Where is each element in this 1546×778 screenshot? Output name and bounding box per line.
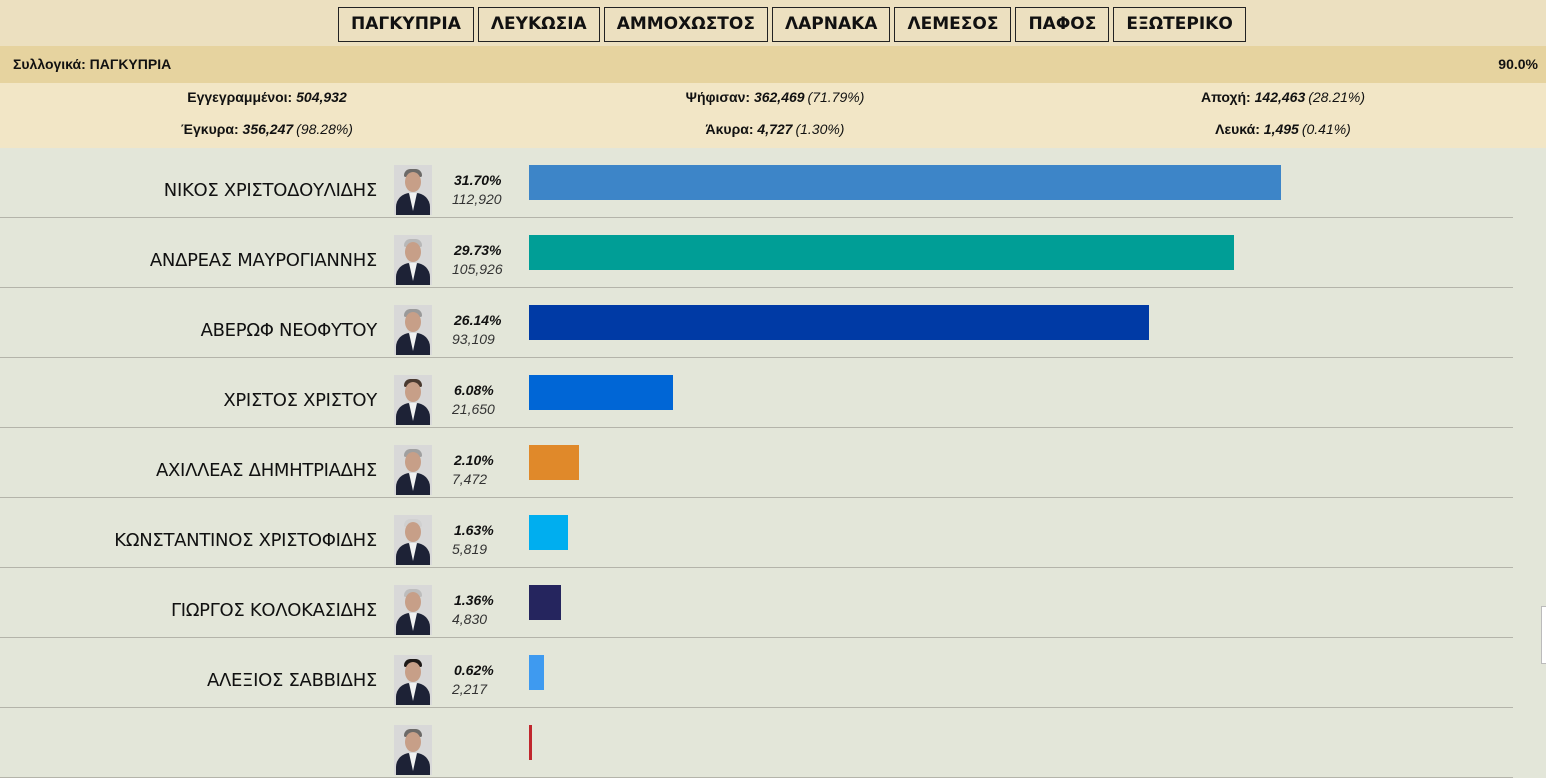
candidate-name: ΚΩΝΣΤΑΝΤΙΝΟΣ ΧΡΙΣΤΟΦΙΔΗΣ — [114, 530, 377, 551]
stat-registered-label: Εγγεγραμμένοι: — [187, 89, 293, 105]
candidate-results: ΝΙΚΟΣ ΧΡΙΣΤΟΔΟΥΛΙΔΗΣ 31.70% 112,920 ΑΝΔΡ… — [0, 148, 1513, 778]
stat-abstention: Αποχή: 142,463 (28.21%) — [1201, 89, 1365, 105]
candidate-votes: 105,926 — [452, 261, 503, 277]
candidate-votes: 2,217 — [452, 681, 488, 697]
stat-valid-pct: (98.28%) — [296, 121, 353, 137]
tab-paphos[interactable]: ΠΑΦΟΣ — [1015, 7, 1110, 42]
stat-abstention-value: 142,463 — [1254, 89, 1306, 105]
stat-invalid-label: Άκυρα: — [705, 121, 754, 137]
candidate-photo — [394, 655, 432, 705]
stat-voted: Ψήφισαν: 362,469 (71.79%) — [686, 89, 865, 105]
tab-famagusta[interactable]: ΑΜΜΟΧΩΣΤΟΣ — [603, 7, 768, 42]
candidate-votes: 5,819 — [452, 541, 488, 557]
scrollbar-handle[interactable] — [1541, 606, 1546, 664]
region-tabs-bar: ΠΑΓΚΥΠΡΙΑ ΛΕΥΚΩΣΙΑ ΑΜΜΟΧΩΣΤΟΣ ΛΑΡΝΑΚΑ ΛΕ… — [0, 0, 1546, 46]
candidate-name: ΑΝΔΡΕΑΣ ΜΑΥΡΟΓΙΑΝΝΗΣ — [149, 250, 377, 271]
candidate-row: ΑΝΔΡΕΑΣ ΜΑΥΡΟΓΙΑΝΝΗΣ 29.73% 105,926 — [0, 218, 1513, 288]
candidate-bar — [529, 305, 1150, 340]
stat-blank-pct: (0.41%) — [1301, 121, 1351, 137]
tab-nicosia[interactable]: ΛΕΥΚΩΣΙΑ — [477, 7, 600, 42]
candidate-votes: 7,472 — [452, 471, 488, 487]
stat-invalid-pct: (1.30%) — [795, 121, 845, 137]
stat-blank: Λευκά: 1,495 (0.41%) — [1215, 121, 1351, 137]
candidate-photo — [394, 305, 432, 355]
stat-invalid-value: 4,727 — [757, 121, 793, 137]
stat-voted-label: Ψήφισαν: — [685, 89, 751, 105]
candidate-bar — [529, 445, 579, 480]
stat-registered-value: 504,932 — [296, 89, 347, 105]
candidate-votes: 112,920 — [452, 191, 502, 207]
stat-valid-label: Έγκυρα: — [181, 121, 239, 137]
candidate-percentage: 1.36% — [454, 592, 494, 608]
candidate-photo — [394, 375, 432, 425]
candidate-name: ΝΙΚΟΣ ΧΡΙΣΤΟΔΟΥΛΙΔΗΣ — [163, 180, 378, 201]
candidate-name: ΧΡΙΣΤΟΣ ΧΡΙΣΤΟΥ — [223, 390, 377, 411]
turnout-stats: Εγγεγραμμένοι: 504,932 Ψήφισαν: 362,469(… — [0, 83, 1546, 148]
candidate-photo — [394, 585, 432, 635]
stat-registered: Εγγεγραμμένοι: 504,932 — [187, 89, 346, 105]
candidate-votes: 93,109 — [452, 331, 495, 347]
candidate-photo — [394, 235, 432, 285]
candidate-bar — [529, 165, 1281, 200]
candidate-percentage: 29.73% — [454, 242, 502, 258]
stat-abstention-pct: (28.21%) — [1308, 89, 1366, 105]
candidate-bar — [529, 725, 532, 760]
candidate-row: ΓΙΩΡΓΟΣ ΚΟΛΟΚΑΣΙΔΗΣ 1.36% 4,830 — [0, 568, 1513, 638]
candidate-bar — [529, 235, 1235, 270]
tab-pancyprian[interactable]: ΠΑΓΚΥΠΡΙΑ — [338, 7, 474, 42]
candidate-name: ΑΧΙΛΛΕΑΣ ΔΗΜΗΤΡΙΑΔΗΣ — [156, 460, 377, 481]
candidate-row — [0, 708, 1513, 778]
stat-voted-pct: (71.79%) — [807, 89, 865, 105]
stat-invalid: Άκυρα: 4,727 (1.30%) — [706, 121, 845, 137]
candidate-row: ΚΩΝΣΤΑΝΤΙΝΟΣ ΧΡΙΣΤΟΦΙΔΗΣ 1.63% 5,819 — [0, 498, 1513, 568]
stat-voted-value: 362,469 — [753, 89, 805, 105]
tab-abroad[interactable]: ΕΞΩΤΕΡΙΚΟ — [1113, 7, 1246, 42]
candidate-percentage: 6.08% — [454, 382, 494, 398]
candidate-bar — [529, 585, 562, 620]
candidate-bar — [529, 515, 568, 550]
summary-label: Συλλογικά: ΠΑΓΚΥΠΡΙΑ — [13, 56, 172, 72]
stat-abstention-label: Αποχή: — [1200, 89, 1251, 105]
candidate-row: ΑΒΕΡΩΦ ΝΕΟΦΥΤΟΥ 26.14% 93,109 — [0, 288, 1513, 358]
candidate-row: ΑΛΕΞΙΟΣ ΣΑΒΒΙΔΗΣ 0.62% 2,217 — [0, 638, 1513, 708]
stat-blank-label: Λευκά: — [1215, 121, 1260, 137]
candidate-row: ΝΙΚΟΣ ΧΡΙΣΤΟΔΟΥΛΙΔΗΣ 31.70% 112,920 — [0, 148, 1513, 218]
candidate-photo — [394, 165, 432, 215]
candidate-name: ΑΒΕΡΩΦ ΝΕΟΦΥΤΟΥ — [200, 320, 378, 341]
region-tabs: ΠΑΓΚΥΠΡΙΑ ΛΕΥΚΩΣΙΑ ΑΜΜΟΧΩΣΤΟΣ ΛΑΡΝΑΚΑ ΛΕ… — [338, 7, 1246, 42]
candidate-row: ΧΡΙΣΤΟΣ ΧΡΙΣΤΟΥ 6.08% 21,650 — [0, 358, 1513, 428]
tab-limassol[interactable]: ΛΕΜΕΣΟΣ — [894, 7, 1012, 42]
candidate-photo — [394, 515, 432, 565]
candidate-bar — [529, 655, 544, 690]
summary-bar: Συλλογικά: ΠΑΓΚΥΠΡΙΑ 90.0% — [0, 46, 1546, 83]
candidate-percentage: 1.63% — [454, 522, 494, 538]
candidate-percentage: 31.70% — [454, 172, 502, 188]
stat-blank-value: 1,495 — [1263, 121, 1299, 137]
candidate-photo — [394, 445, 432, 495]
stat-valid-value: 356,247 — [242, 121, 294, 137]
candidate-percentage: 26.14% — [454, 312, 502, 328]
candidate-name: ΑΛΕΞΙΟΣ ΣΑΒΒΙΔΗΣ — [206, 670, 377, 691]
candidate-percentage: 0.62% — [454, 662, 494, 678]
candidate-bar — [529, 375, 674, 410]
candidate-percentage: 2.10% — [454, 452, 494, 468]
candidate-name: ΓΙΩΡΓΟΣ ΚΟΛΟΚΑΣΙΔΗΣ — [170, 600, 377, 621]
candidate-votes: 4,830 — [452, 611, 488, 627]
candidate-votes: 21,650 — [452, 401, 495, 417]
tab-larnaca[interactable]: ΛΑΡΝΑΚΑ — [771, 7, 891, 42]
candidate-row: ΑΧΙΛΛΕΑΣ ΔΗΜΗΤΡΙΑΔΗΣ 2.10% 7,472 — [0, 428, 1513, 498]
stat-valid: Έγκυρα: 356,247 (98.28%) — [181, 121, 353, 137]
counted-percentage: 90.0% — [1498, 56, 1538, 72]
